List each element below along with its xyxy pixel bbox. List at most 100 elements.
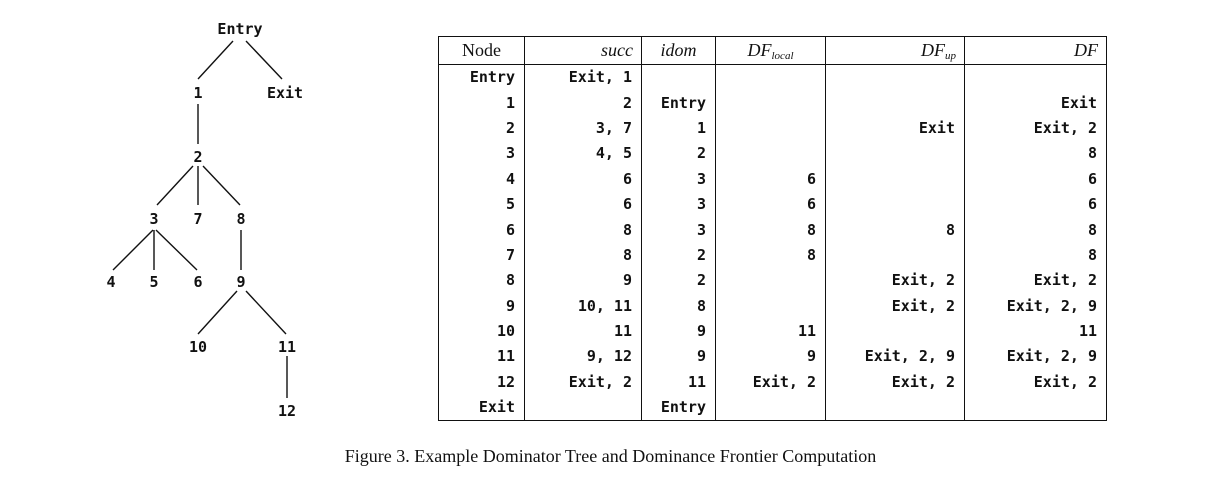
cell-df: Exit, 2, 9 (964, 293, 1107, 319)
tree-node-4: 4 (106, 273, 115, 291)
cell-succ: 2 (524, 90, 642, 116)
header-df: DF (964, 36, 1107, 65)
tree-edge-2-8 (202, 165, 241, 206)
cell-node: 3 (438, 141, 525, 167)
cell-succ: 6 (524, 166, 642, 192)
cell-df-up (825, 395, 965, 421)
table-row: 2 3, 7 1 Exit Exit, 2 (438, 115, 1107, 142)
cell-df-up: Exit (825, 115, 965, 142)
header-df-up-main: DF (921, 40, 945, 60)
header-succ: succ (524, 36, 642, 65)
cell-df (964, 395, 1107, 421)
cell-node: 8 (438, 268, 525, 294)
cell-df-up (825, 242, 965, 269)
cell-df-local: 11 (715, 318, 826, 345)
cell-df: 6 (964, 191, 1107, 218)
cell-idom: Entry (641, 395, 716, 421)
cell-node: 5 (438, 191, 525, 218)
cell-df: Exit (964, 90, 1107, 116)
cell-df: 11 (964, 318, 1107, 345)
cell-succ: Exit, 2 (524, 369, 642, 396)
tree-edges (112, 40, 288, 398)
tree-node-2: 2 (193, 148, 202, 166)
tree-node-exit: Exit (267, 84, 303, 102)
tree-node-10: 10 (189, 338, 207, 356)
cell-df: Exit, 2, 9 (964, 344, 1107, 370)
cell-idom: 3 (641, 166, 716, 192)
table-row: 3 4, 5 2 8 (438, 141, 1107, 167)
cell-df: 8 (964, 141, 1107, 167)
table-row: 1 2 Entry Exit (438, 90, 1107, 116)
cell-idom: 11 (641, 369, 716, 396)
cell-node: 11 (438, 344, 525, 370)
cell-node: 12 (438, 369, 525, 396)
header-df-up: DFup (825, 36, 965, 65)
cell-succ: 11 (524, 318, 642, 345)
cell-succ: 9 (524, 268, 642, 294)
tree-edge-3-6 (155, 229, 198, 271)
cell-df: Exit, 2 (964, 369, 1107, 396)
table-row: 6 8 3 8 8 8 (438, 217, 1107, 243)
table-row: 10 11 9 11 11 (438, 318, 1107, 345)
cell-df-up: Exit, 2 (825, 293, 965, 319)
tree-edge-entry-1 (197, 40, 234, 80)
cell-idom: Entry (641, 90, 716, 116)
table-row: 4 6 3 6 6 (438, 166, 1107, 192)
tree-node-12: 12 (278, 402, 296, 420)
cell-df-up: 8 (825, 217, 965, 243)
tree-node-9: 9 (236, 273, 245, 291)
table-row: Entry Exit, 1 (438, 64, 1107, 91)
cell-succ (524, 395, 642, 421)
cell-idom: 3 (641, 191, 716, 218)
cell-succ: 4, 5 (524, 141, 642, 167)
cell-node: 1 (438, 90, 525, 116)
cell-df: Exit, 2 (964, 268, 1107, 294)
cell-df: Exit, 2 (964, 115, 1107, 142)
header-idom: idom (641, 36, 716, 65)
cell-df-local: 8 (715, 242, 826, 269)
cell-node: 2 (438, 115, 525, 142)
tree-node-5: 5 (149, 273, 158, 291)
cell-node: 6 (438, 217, 525, 243)
cell-df-up (825, 318, 965, 345)
cell-succ: Exit, 1 (524, 64, 642, 91)
cell-node: Entry (438, 64, 525, 91)
cell-df-up (825, 166, 965, 192)
cell-df-local: 9 (715, 344, 826, 370)
tree-node-6: 6 (193, 273, 202, 291)
cell-idom: 2 (641, 242, 716, 269)
cell-idom: 2 (641, 141, 716, 167)
dominance-frontier-table: Node succ idom DFlocal DFup DF Entry Exi… (438, 36, 1107, 422)
table-header-row: Node succ idom DFlocal DFup DF (438, 36, 1107, 65)
cell-idom: 9 (641, 344, 716, 370)
cell-df-up (825, 191, 965, 218)
cell-df-up (825, 64, 965, 91)
cell-succ: 8 (524, 217, 642, 243)
header-df-local-main: DF (747, 40, 772, 60)
cell-df-local (715, 293, 826, 319)
tree-edge-entry-exit (245, 40, 283, 80)
header-df-local: DFlocal (715, 36, 826, 65)
cell-df (964, 64, 1107, 91)
cell-idom: 8 (641, 293, 716, 319)
tree-edge-3-4 (112, 229, 154, 271)
table-row: Exit Entry (438, 395, 1107, 421)
cell-succ: 10, 11 (524, 293, 642, 319)
tree-node-7: 7 (193, 210, 202, 228)
cell-df-up (825, 141, 965, 167)
cell-df-local: 6 (715, 166, 826, 192)
figure-caption: Figure 3. Example Dominator Tree and Dom… (344, 446, 877, 466)
table-row: 5 6 3 6 6 (438, 191, 1107, 218)
header-node: Node (438, 36, 525, 65)
cell-node: 9 (438, 293, 525, 319)
tree-node-8: 8 (236, 210, 245, 228)
cell-node: 10 (438, 318, 525, 345)
cell-df-local (715, 90, 826, 116)
cell-df: 8 (964, 242, 1107, 269)
cell-df-local (715, 141, 826, 167)
cell-node: 7 (438, 242, 525, 269)
cell-df-up (825, 90, 965, 116)
dominator-tree: Entry 1 Exit 2 3 7 8 4 5 6 9 10 11 12 (106, 20, 303, 420)
cell-succ: 3, 7 (524, 115, 642, 142)
tree-node-11: 11 (278, 338, 296, 356)
